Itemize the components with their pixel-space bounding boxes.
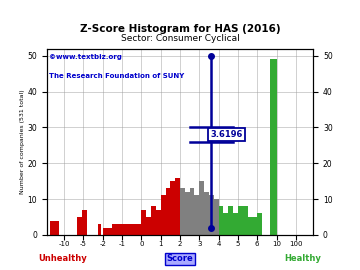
Text: 3.6196: 3.6196 xyxy=(210,130,243,139)
Text: Unhealthy: Unhealthy xyxy=(39,254,87,263)
Bar xyxy=(175,178,180,235)
Bar xyxy=(166,188,170,235)
Bar xyxy=(204,192,209,235)
Bar xyxy=(219,206,224,235)
Bar xyxy=(122,224,132,235)
Bar xyxy=(190,188,194,235)
Title: Z-Score Histogram for HAS (2016): Z-Score Histogram for HAS (2016) xyxy=(80,24,280,34)
Y-axis label: Number of companies (531 total): Number of companies (531 total) xyxy=(19,89,24,194)
Bar xyxy=(156,210,161,235)
Text: ©www.textbiz.org: ©www.textbiz.org xyxy=(49,54,122,60)
Bar xyxy=(98,224,101,235)
Bar xyxy=(161,195,166,235)
Bar xyxy=(233,213,238,235)
Bar xyxy=(77,217,82,235)
Bar xyxy=(132,224,141,235)
Bar xyxy=(248,217,257,235)
Bar xyxy=(270,59,276,235)
Bar xyxy=(257,213,262,235)
Bar xyxy=(103,228,112,235)
Text: Sector: Consumer Cyclical: Sector: Consumer Cyclical xyxy=(121,34,239,43)
Bar xyxy=(199,181,204,235)
Bar xyxy=(214,199,219,235)
Bar xyxy=(224,213,228,235)
Bar xyxy=(151,206,156,235)
Bar xyxy=(185,192,190,235)
Text: Score: Score xyxy=(167,254,193,263)
Text: Healthy: Healthy xyxy=(284,254,321,263)
Bar xyxy=(82,210,87,235)
Bar xyxy=(112,224,122,235)
Text: The Research Foundation of SUNY: The Research Foundation of SUNY xyxy=(49,73,185,79)
Bar xyxy=(50,221,59,235)
Bar xyxy=(180,188,185,235)
Bar xyxy=(141,210,146,235)
Bar xyxy=(238,206,248,235)
Bar xyxy=(194,195,199,235)
Bar xyxy=(170,181,175,235)
Bar xyxy=(209,195,214,235)
Bar xyxy=(228,206,233,235)
Bar xyxy=(146,217,151,235)
